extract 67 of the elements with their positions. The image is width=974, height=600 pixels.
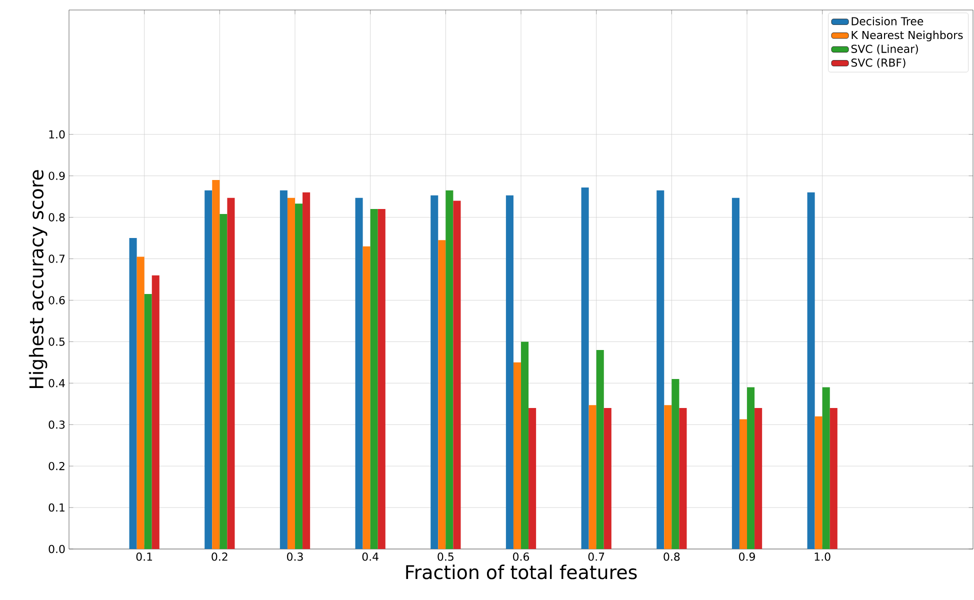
bar — [822, 387, 830, 549]
bar — [129, 238, 137, 549]
y-tick-label: 0.7 — [48, 254, 65, 263]
bar — [506, 195, 514, 549]
x-tick-label: 0.6 — [513, 552, 530, 561]
bar — [430, 195, 438, 549]
bar — [747, 387, 755, 549]
legend-label: SVC (Linear) — [851, 44, 918, 54]
bar — [739, 419, 748, 549]
x-tick-label: 0.3 — [287, 552, 303, 561]
y-tick-label: 0.4 — [48, 379, 65, 388]
bar — [220, 214, 228, 549]
x-tick-label: 0.1 — [136, 552, 152, 561]
bar — [453, 200, 461, 549]
bar — [814, 416, 822, 549]
bar — [287, 198, 296, 549]
y-tick-label: 0.3 — [48, 420, 65, 429]
bar — [227, 198, 235, 549]
bar — [732, 198, 740, 549]
x-tick-label: 0.7 — [588, 552, 604, 561]
bar — [754, 408, 762, 549]
bar — [830, 408, 838, 549]
bar — [438, 240, 446, 549]
x-axis-title: Fraction of total features — [406, 564, 637, 580]
bar — [136, 256, 144, 549]
bar — [513, 362, 522, 549]
bar — [604, 408, 612, 549]
y-tick-label: 0.6 — [48, 296, 65, 304]
legend-label: K Nearest Neighbors — [852, 30, 963, 42]
y-tick-label: 0.0 — [48, 544, 65, 554]
bar — [528, 408, 536, 549]
y-tick-label: 0.8 — [48, 213, 65, 222]
bar — [521, 342, 529, 549]
bar — [446, 190, 454, 549]
legend-label: SVC (RBF) — [851, 58, 906, 68]
legend-label: Decision Tree — [852, 16, 924, 26]
bar — [679, 408, 687, 549]
y-tick-label: 0.1 — [48, 503, 64, 512]
x-tick-label: 0.9 — [739, 552, 755, 561]
y-tick-label: 1.0 — [49, 130, 65, 139]
x-tick-label: 1.0 — [814, 552, 830, 561]
bar — [378, 209, 386, 549]
bar — [362, 246, 370, 549]
y-axis-title: Highest accuracy score — [28, 170, 48, 388]
bar — [656, 190, 664, 549]
bar — [596, 350, 604, 549]
bar — [370, 209, 378, 549]
bar — [280, 190, 288, 549]
bar — [588, 405, 596, 549]
bar — [355, 198, 363, 549]
bar — [302, 192, 310, 549]
y-tick-label: 0.5 — [48, 338, 65, 346]
bar — [807, 192, 815, 549]
bar — [204, 190, 212, 549]
bar — [152, 275, 160, 549]
bar — [664, 405, 672, 549]
bar — [144, 294, 152, 549]
y-tick-label: 0.9 — [48, 172, 65, 180]
bar — [212, 180, 220, 549]
bar — [672, 379, 680, 549]
y-tick-label: 0.2 — [48, 462, 64, 470]
x-tick-label: 0.4 — [362, 552, 378, 561]
x-tick-label: 0.2 — [212, 552, 228, 561]
x-tick-label: 0.5 — [438, 552, 454, 561]
bar — [295, 204, 303, 549]
x-tick-label: 0.8 — [664, 552, 680, 561]
bar — [581, 187, 589, 549]
